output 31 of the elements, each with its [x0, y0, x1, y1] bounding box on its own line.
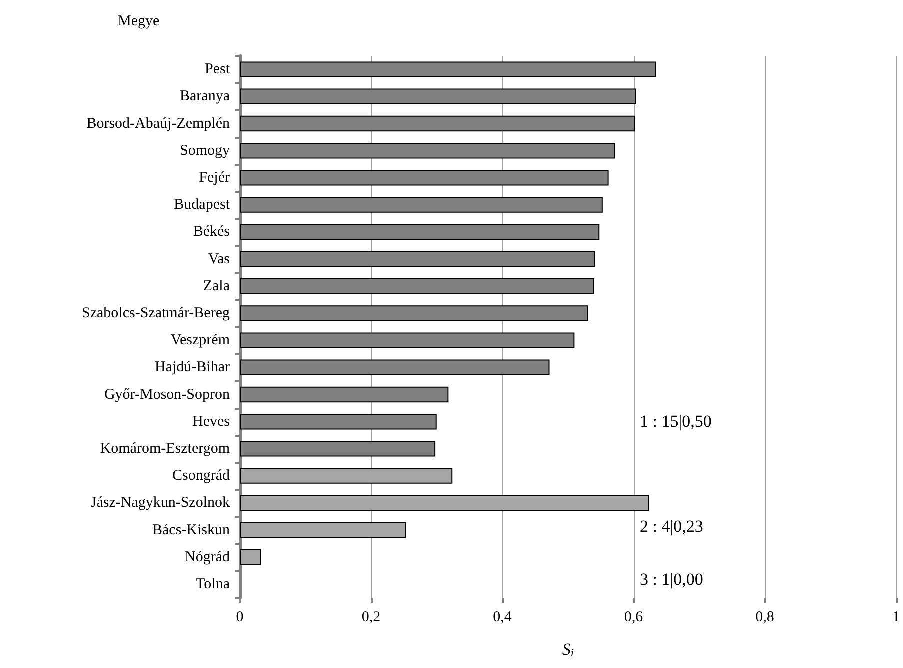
y-axis-title: Megye [118, 14, 160, 30]
x-tick-label: 0,6 [624, 610, 644, 626]
y-tick-label: Veszprém [170, 332, 230, 349]
x-tick-label: 0 [236, 610, 244, 626]
y-tick-label: Heves [192, 414, 230, 430]
y-tick-label: Győr-Moson-Sopron [104, 386, 230, 403]
y-tick-label: Borsod-Abaúj-Zemplén [86, 116, 230, 132]
y-tick-label: Komárom-Esztergom [100, 440, 230, 457]
bar [240, 549, 261, 566]
y-tick-label: Somogy [180, 142, 230, 159]
annotation: 3 : 1|0,00 [640, 570, 704, 589]
y-tick-label: Csongrád [172, 468, 230, 484]
annotation: 2 : 4|0,23 [640, 517, 704, 536]
y-tick-label: Vas [208, 251, 230, 268]
x-tick-label: 0,4 [493, 610, 512, 626]
y-tick-label: Hajdú-Bihar [155, 360, 230, 376]
y-tick-label: Pest [204, 62, 231, 78]
y-tick-label: Tolna [196, 576, 230, 592]
y-tick-label: Budapest [174, 197, 231, 214]
annotation: 1 : 15|0,50 [640, 412, 712, 431]
y-tick-label: Fejér [199, 170, 230, 186]
y-tick-label: Jász-Nagykun-Szolnok [90, 495, 230, 512]
y-tick-label: Szabolcs-Szatmár-Bereg [82, 305, 230, 322]
y-tick-label: Zala [203, 278, 230, 294]
x-tick-label: 0,8 [756, 610, 774, 626]
y-tick-label: Békés [193, 224, 230, 240]
x-tick-label: 1 [892, 610, 900, 626]
y-tick-label: Bács-Kiskun [152, 522, 230, 538]
y-tick-label: Nógrád [185, 549, 230, 566]
y-tick-label: Baranya [180, 88, 230, 105]
x-tick-label: 0,2 [362, 610, 381, 626]
